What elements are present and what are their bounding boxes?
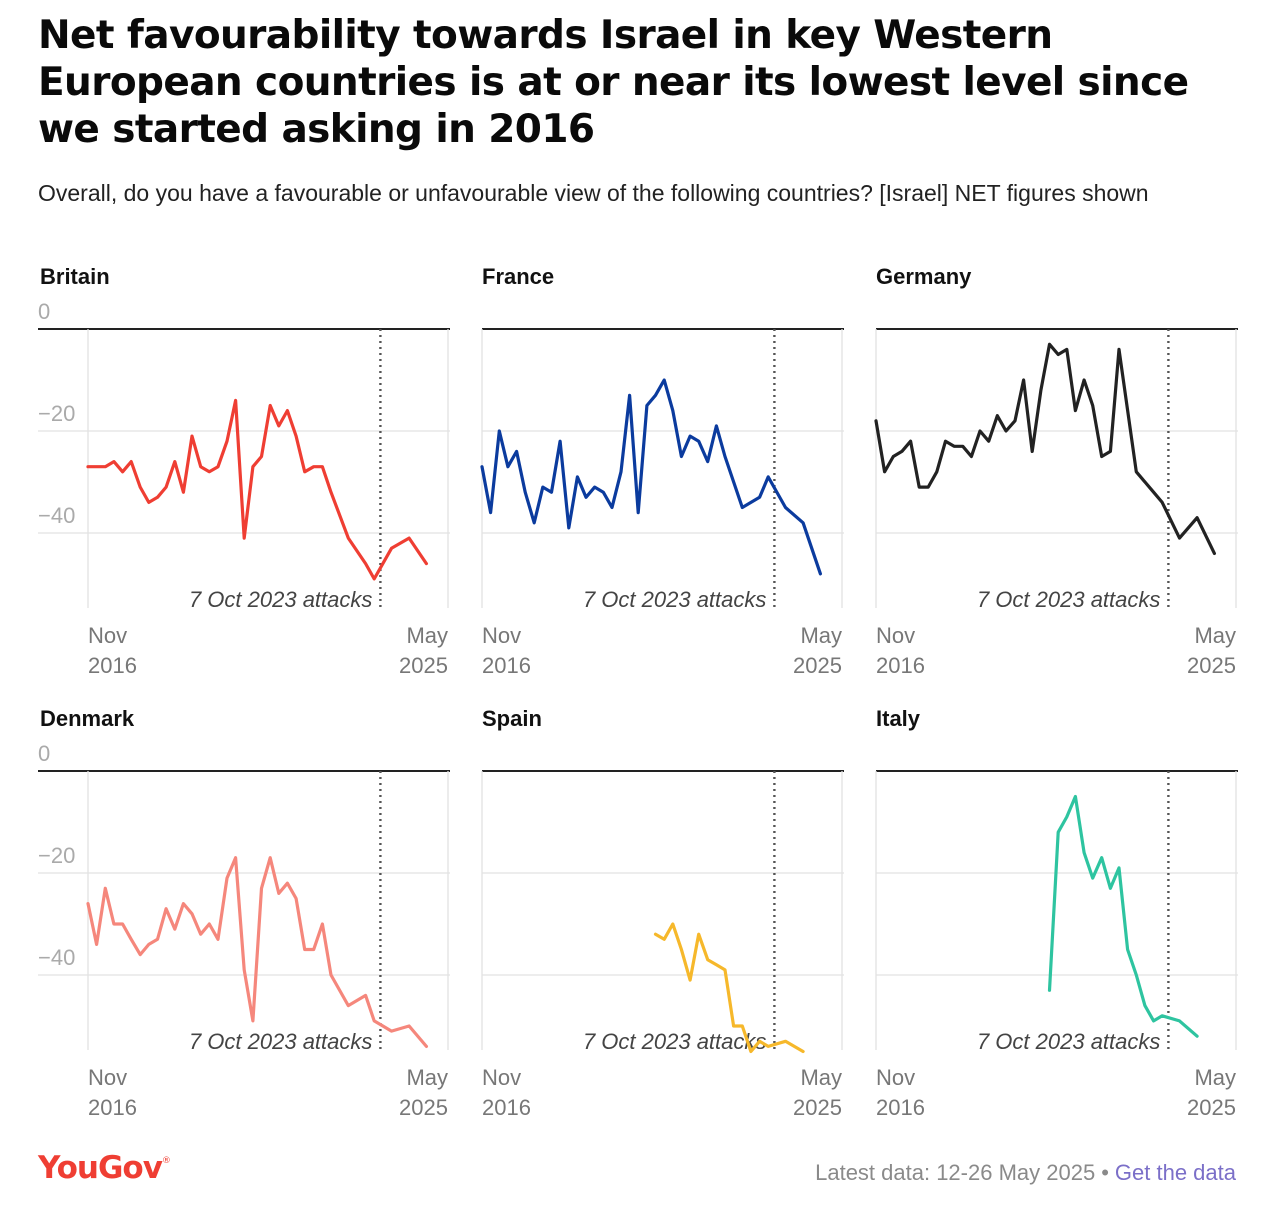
x-tick-end-month-britain: May — [406, 623, 448, 648]
footer-separator: • — [1101, 1160, 1109, 1185]
annotation-label-denmark: 7 Oct 2023 attacks — [189, 1029, 372, 1054]
x-tick-end-year-britain: 2025 — [399, 653, 448, 678]
x-tick-start-month-spain: Nov — [482, 1065, 521, 1090]
x-tick-end-month-denmark: May — [406, 1065, 448, 1090]
x-tick-start-month-denmark: Nov — [88, 1065, 127, 1090]
y-tick-label-denmark-1: −20 — [38, 843, 75, 868]
x-tick-start-year-spain: 2016 — [482, 1095, 531, 1120]
x-tick-start-year-denmark: 2016 — [88, 1095, 137, 1120]
footer-source: Latest data: 12-26 May 2025 • Get the data — [815, 1160, 1236, 1186]
x-tick-start-month-italy: Nov — [876, 1065, 915, 1090]
panel-title-france: France — [482, 264, 554, 289]
x-tick-start-year-britain: 2016 — [88, 653, 137, 678]
annotation-label-britain: 7 Oct 2023 attacks — [189, 587, 372, 612]
x-tick-start-month-britain: Nov — [88, 623, 127, 648]
panel-title-germany: Germany — [876, 264, 972, 289]
series-line-france — [480, 378, 822, 576]
y-tick-label-britain-0: 0 — [38, 299, 50, 324]
annotation-label-spain: 7 Oct 2023 attacks — [583, 1029, 766, 1054]
x-tick-end-year-germany: 2025 — [1187, 653, 1236, 678]
chart-title: Net favourability towards Israel in key … — [38, 13, 1189, 152]
x-tick-end-year-denmark: 2025 — [399, 1095, 448, 1120]
x-tick-end-year-france: 2025 — [793, 653, 842, 678]
x-tick-end-month-spain: May — [800, 1065, 842, 1090]
latest-data-text: Latest data: 12-26 May 2025 — [815, 1160, 1096, 1185]
x-tick-end-month-italy: May — [1194, 1065, 1236, 1090]
annotation-label-italy: 7 Oct 2023 attacks — [977, 1029, 1160, 1054]
brand-name: YouGov — [38, 1150, 163, 1186]
series-line-denmark — [86, 856, 428, 1048]
x-tick-end-year-italy: 2025 — [1187, 1095, 1236, 1120]
series-line-italy — [1047, 794, 1199, 1038]
panel-title-italy: Italy — [876, 706, 921, 731]
panel-title-denmark: Denmark — [40, 706, 135, 731]
y-tick-label-denmark-0: 0 — [38, 741, 50, 766]
get-the-data-link[interactable]: Get the data — [1114, 1160, 1236, 1185]
yougov-logo: YouGov® — [38, 1150, 171, 1186]
y-tick-label-britain-2: −40 — [38, 503, 75, 528]
y-tick-label-denmark-2: −40 — [38, 945, 75, 970]
x-tick-end-year-spain: 2025 — [793, 1095, 842, 1120]
x-tick-start-month-france: Nov — [482, 623, 521, 648]
x-tick-start-year-italy: 2016 — [876, 1095, 925, 1120]
annotation-label-germany: 7 Oct 2023 attacks — [977, 587, 1160, 612]
annotation-label-france: 7 Oct 2023 attacks — [583, 587, 766, 612]
brand-mark: ® — [161, 1156, 171, 1166]
y-tick-label-britain-1: −20 — [38, 401, 75, 426]
x-tick-end-month-germany: May — [1194, 623, 1236, 648]
series-line-spain — [653, 922, 805, 1054]
chart-subtitle: Overall, do you have a favourable or unf… — [38, 180, 1149, 206]
series-line-britain — [86, 398, 428, 581]
panel-title-britain: Britain — [40, 264, 110, 289]
x-tick-start-month-germany: Nov — [876, 623, 915, 648]
x-tick-end-month-france: May — [800, 623, 842, 648]
series-line-germany — [874, 342, 1216, 555]
x-tick-start-year-germany: 2016 — [876, 653, 925, 678]
x-tick-start-year-france: 2016 — [482, 653, 531, 678]
panel-title-spain: Spain — [482, 706, 542, 731]
